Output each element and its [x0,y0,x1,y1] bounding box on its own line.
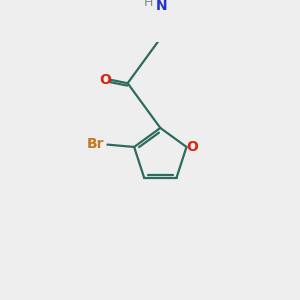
Text: Br: Br [87,136,104,151]
Text: O: O [187,140,199,154]
Text: N: N [156,0,168,13]
Text: O: O [99,73,111,87]
Text: H: H [144,0,153,9]
